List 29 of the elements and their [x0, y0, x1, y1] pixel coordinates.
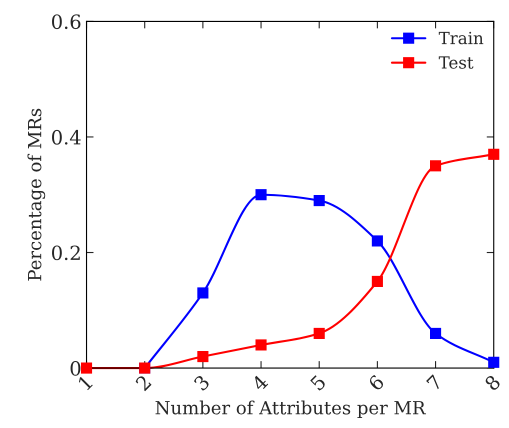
point — [488, 148, 500, 160]
point — [430, 160, 442, 172]
point — [80, 362, 92, 374]
point — [197, 350, 208, 362]
point — [488, 356, 500, 368]
point — [372, 235, 383, 247]
x-tick-label: 4 — [250, 374, 269, 392]
point — [314, 328, 325, 339]
x-tick-label: 7 — [426, 374, 443, 391]
y-axis-title: Percentage of MRs — [27, 108, 46, 281]
legend-label: Train — [438, 32, 484, 44]
y-tick-label: 0.4 — [52, 130, 81, 145]
y-tick-label: 0 — [70, 361, 80, 376]
point — [197, 287, 208, 299]
x-tick-label: 6 — [368, 374, 385, 392]
x-tick-label: 3 — [193, 374, 210, 392]
x-axis-title: Number of Attributes per MR — [156, 400, 426, 418]
x-tick-label: 5 — [310, 374, 327, 392]
point — [255, 189, 267, 200]
x-tick-label: 8 — [484, 374, 502, 392]
point — [430, 328, 442, 339]
point — [255, 339, 267, 351]
point — [314, 194, 325, 206]
legend-label: Test — [438, 56, 474, 69]
x-tick-label: 2 — [134, 374, 152, 392]
x-tick-label: 1 — [77, 375, 93, 390]
point — [372, 276, 383, 287]
y-tick-label: 0.6 — [52, 14, 80, 30]
y-tick-label: 0.2 — [52, 245, 80, 260]
